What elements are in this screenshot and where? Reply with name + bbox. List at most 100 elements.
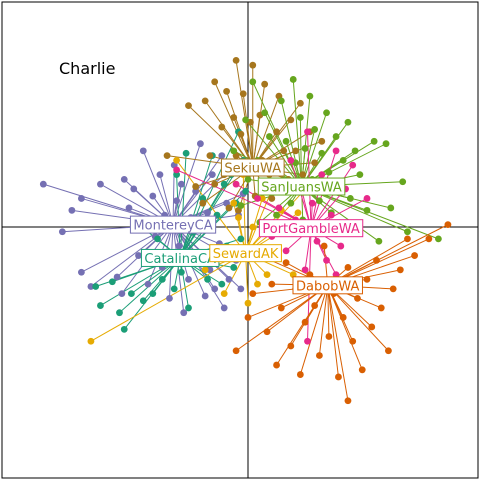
data-point — [282, 137, 290, 145]
data-point — [356, 171, 364, 179]
centroid-label: PortGambleWA — [258, 219, 364, 238]
data-point — [232, 347, 240, 355]
data-point — [273, 128, 280, 136]
star-segment — [172, 143, 201, 225]
data-point — [108, 278, 116, 286]
data-point — [127, 290, 135, 298]
data-point — [332, 147, 340, 155]
chart-title: Charlie — [59, 59, 115, 78]
data-point — [144, 280, 152, 288]
star-segment — [142, 150, 174, 225]
star-segment — [179, 131, 239, 259]
data-point — [368, 323, 376, 331]
data-point — [149, 192, 157, 200]
data-point — [289, 271, 297, 278]
data-point — [261, 109, 269, 117]
data-point — [201, 266, 209, 274]
data-point — [197, 140, 204, 148]
data-point — [235, 214, 242, 221]
data-point — [292, 147, 299, 155]
data-point — [177, 268, 185, 276]
data-point — [211, 285, 219, 293]
data-point — [170, 285, 178, 293]
data-point — [282, 259, 290, 267]
data-point — [78, 268, 85, 276]
label-box — [129, 215, 217, 234]
centroid-label: MontereyCA — [129, 215, 217, 234]
data-point — [130, 185, 138, 193]
star-segment — [179, 153, 187, 258]
data-point — [404, 228, 411, 236]
data-point — [289, 76, 297, 83]
data-point — [249, 61, 257, 69]
data-point — [149, 290, 157, 298]
star-segment — [327, 224, 449, 286]
data-point — [337, 242, 345, 250]
star-segment — [235, 284, 329, 352]
star-segment — [327, 285, 363, 370]
data-point — [332, 133, 340, 140]
data-point — [280, 147, 288, 155]
data-point — [118, 290, 126, 298]
data-point — [375, 237, 383, 245]
data-point — [242, 116, 250, 124]
star-segment — [176, 160, 247, 254]
data-point — [185, 102, 192, 110]
data-point — [173, 171, 181, 179]
data-point — [363, 206, 371, 214]
data-point — [211, 180, 219, 188]
data-point — [435, 235, 442, 243]
data-point — [249, 223, 257, 231]
data-point — [218, 123, 226, 131]
centroid-label: SekiuWA — [220, 158, 285, 177]
star-segment — [327, 284, 389, 352]
star-segment — [252, 84, 266, 168]
data-point — [335, 373, 342, 381]
data-point — [296, 114, 304, 121]
data-point — [268, 195, 276, 202]
data-point — [220, 180, 228, 188]
data-point — [120, 176, 128, 183]
data-point — [175, 242, 183, 250]
data-point — [358, 366, 366, 374]
data-point — [263, 328, 271, 336]
data-point — [325, 168, 333, 176]
data-point — [389, 285, 397, 293]
data-point — [327, 211, 335, 219]
data-point — [249, 78, 257, 86]
data-point — [232, 57, 240, 64]
data-point — [230, 264, 238, 271]
data-point — [163, 152, 171, 160]
data-point — [399, 178, 407, 186]
data-point — [258, 195, 266, 202]
data-point — [282, 247, 290, 255]
data-point — [301, 266, 309, 274]
data-point — [211, 78, 219, 86]
data-point — [230, 114, 238, 121]
data-point — [377, 304, 385, 312]
data-point — [351, 147, 359, 155]
data-point — [311, 302, 319, 309]
data-point — [370, 137, 378, 145]
star-segment — [214, 81, 254, 168]
data-point — [444, 221, 452, 229]
star-segment — [245, 183, 275, 254]
star-segment — [327, 285, 339, 377]
centroid-label: SanJuansWA — [257, 177, 346, 196]
data-point — [230, 199, 238, 207]
data-point — [173, 156, 181, 164]
data-point — [387, 204, 395, 212]
star-segment — [245, 119, 302, 187]
data-point — [349, 337, 357, 345]
data-point — [323, 109, 330, 117]
data-point — [244, 176, 252, 183]
data-point — [318, 149, 326, 157]
data-point — [237, 235, 245, 243]
data-point — [273, 211, 280, 219]
data-point — [306, 92, 314, 100]
data-point — [113, 273, 121, 281]
data-point — [206, 266, 214, 274]
data-point — [308, 199, 316, 207]
